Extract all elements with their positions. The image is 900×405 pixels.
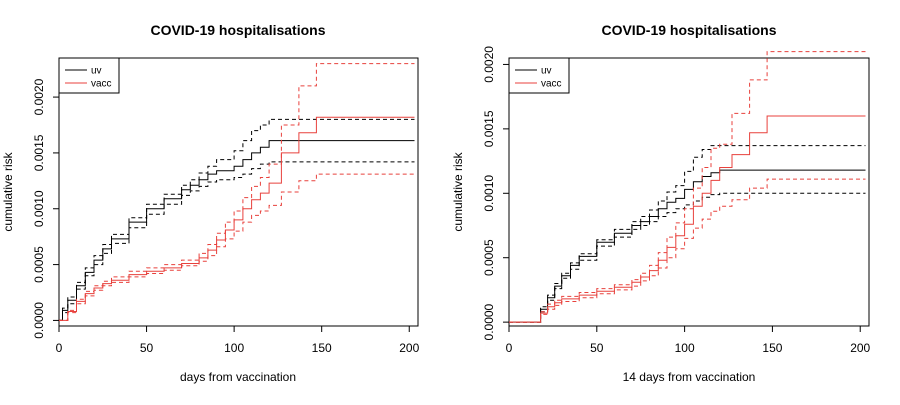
legend-box — [508, 57, 570, 94]
series-line-uv-estimate — [59, 140, 415, 321]
x-tick-label: 50 — [590, 341, 604, 355]
series-line-vacc-estimate — [509, 115, 866, 323]
legend-label: uv — [541, 66, 552, 77]
legend-label: uv — [91, 66, 102, 77]
legend-box — [58, 57, 120, 94]
series-line-vacc-lower — [509, 178, 866, 323]
y-tick-label: 0.0010 — [482, 175, 496, 212]
chart-panel-2: COVID-19 hospitalisations 0 50 100 150 200 0.0… — [451, 22, 871, 384]
x-tick-label: 50 — [140, 341, 154, 355]
y-tick-label: 0.0010 — [32, 190, 46, 227]
y-tick-label: 0.0000 — [32, 302, 46, 339]
y-tick-label: 0.0015 — [32, 134, 46, 171]
plot-frame — [508, 57, 870, 327]
y-tick-label: 0.0020 — [32, 78, 46, 115]
x-tick-label: 0 — [56, 341, 63, 355]
x-axis-label: 14 days from vaccination — [623, 370, 756, 384]
series-line-uv-upper — [509, 145, 866, 323]
y-tick-label: 0.0000 — [482, 303, 496, 340]
series-line-uv-lower — [509, 192, 866, 323]
x-tick-label: 100 — [675, 341, 695, 355]
chart-title: COVID-19 hospitalisations — [601, 22, 776, 38]
y-tick-label: 0.0015 — [482, 110, 496, 147]
x-tick-label: 200 — [399, 341, 419, 355]
chart-title: COVID-19 hospitalisations — [150, 22, 325, 38]
legend-label: vacc — [91, 79, 112, 90]
legend-label: vacc — [541, 79, 562, 90]
series-line-vacc-estimate — [59, 116, 415, 321]
x-tick-label: 200 — [850, 341, 870, 355]
series-line-vacc-upper — [59, 63, 415, 321]
x-tick-label: 100 — [224, 341, 244, 355]
y-axis-label: cumulative risk — [451, 151, 465, 231]
y-tick-label: 0.0020 — [482, 46, 496, 83]
x-tick-label: 150 — [312, 341, 332, 355]
y-tick-label: 0.0005 — [32, 246, 46, 283]
series-line-vacc-lower — [59, 173, 415, 321]
y-tick-label: 0.0005 — [482, 239, 496, 276]
series-line-vacc-upper — [509, 51, 866, 323]
chart-panel-1: COVID-19 hospitalisations 0 50 100 150 200 0.0… — [1, 22, 420, 384]
x-axis-label: days from vaccination — [180, 370, 296, 384]
y-axis-label: cumulative risk — [1, 151, 15, 231]
series-line-uv-upper — [59, 118, 415, 321]
series-line-uv-lower — [59, 161, 415, 321]
plot-frame — [58, 57, 419, 327]
x-tick-label: 150 — [762, 341, 782, 355]
x-tick-label: 0 — [506, 341, 513, 355]
